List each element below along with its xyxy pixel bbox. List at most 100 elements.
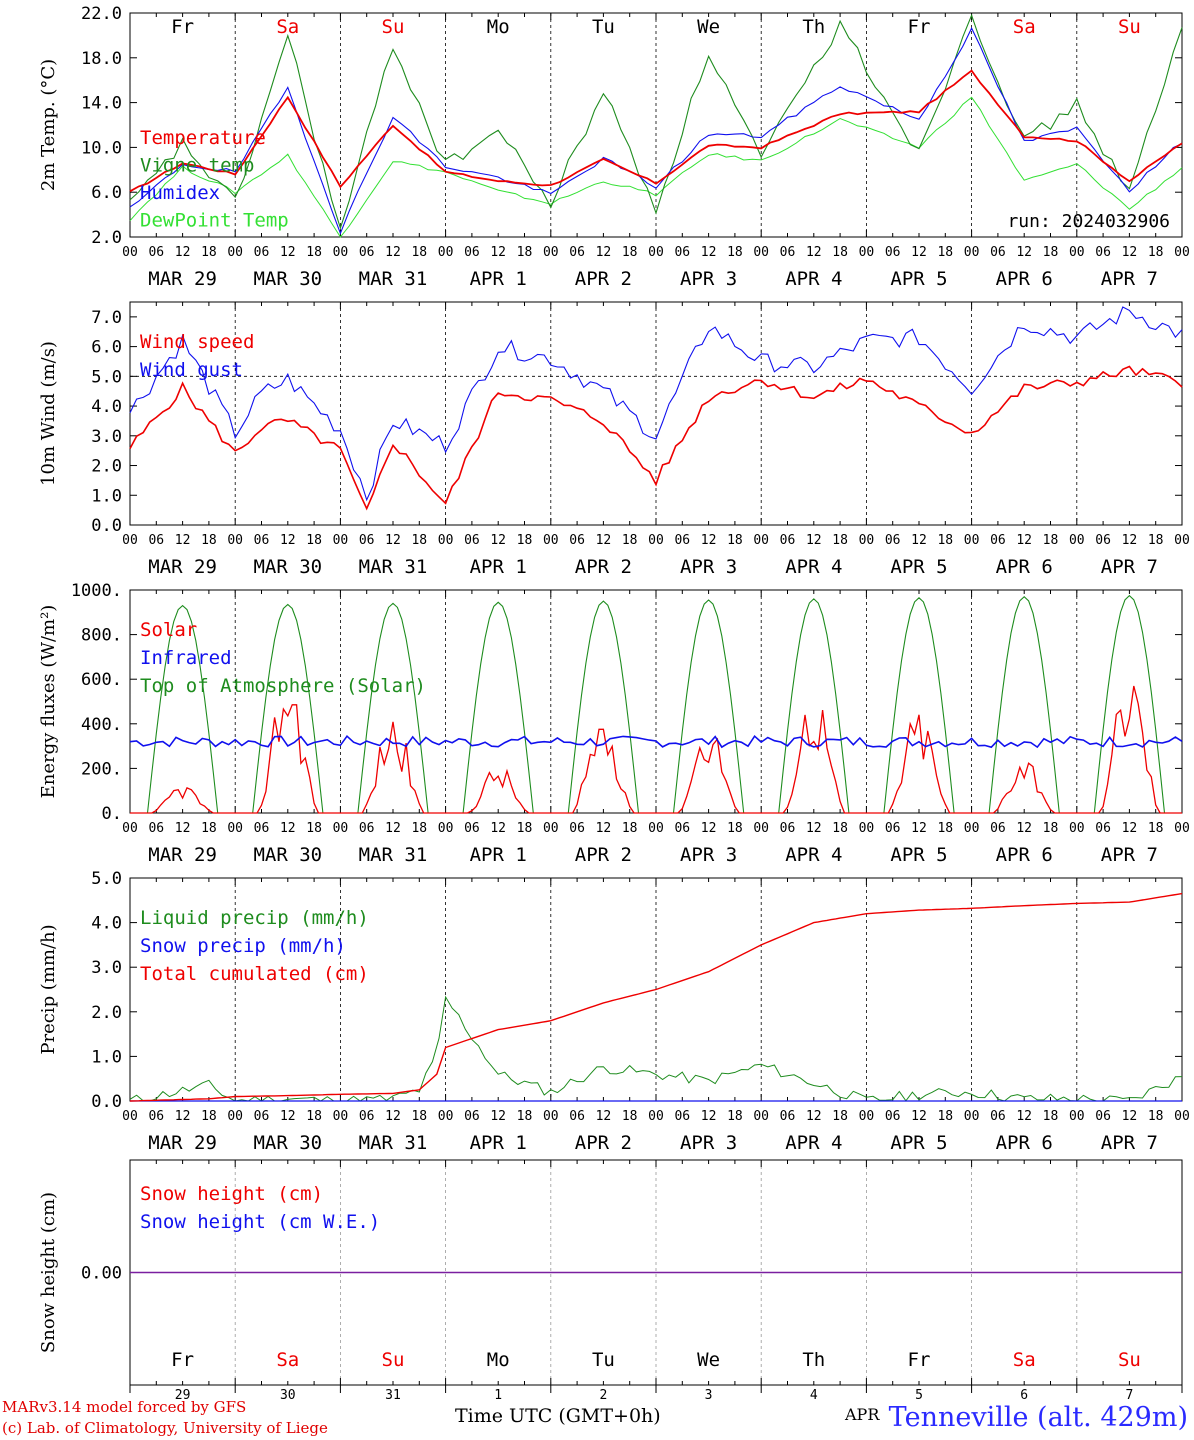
legend-entry: Humidex (140, 182, 220, 204)
y-tick-label: 0.00 (81, 1264, 122, 1284)
day-number: 29 (175, 1388, 191, 1400)
legend-entry: Solar (140, 619, 197, 641)
y-tick-label: 22.0 (81, 4, 122, 24)
date-label: APR 4 (785, 844, 842, 866)
hour-tick-label: 06 (674, 821, 690, 836)
hour-tick-label: 06 (148, 1109, 164, 1124)
hour-tick-label: 12 (911, 533, 927, 548)
day-name: Su (1118, 16, 1141, 38)
hour-tick-label: 06 (254, 533, 270, 548)
plot-frame (129, 301, 1183, 526)
hour-tick-label: 18 (832, 821, 848, 836)
date-label: APR 2 (575, 1132, 632, 1154)
hour-tick-label: 18 (1148, 1109, 1164, 1124)
hour-tick-label: 18 (1043, 821, 1059, 836)
y-axis-label: Snow height (cm) (38, 1192, 59, 1353)
y-axis-label: Energy fluxes (W/m²) (38, 605, 59, 799)
date-label: APR 6 (996, 844, 1053, 866)
series-total-cumulated (129, 892, 1183, 1102)
hour-tick-label: 06 (1095, 1109, 1111, 1124)
hour-tick-label: 18 (517, 245, 533, 260)
y-tick-label: 2.0 (91, 228, 122, 248)
hour-tick-label: 00 (1174, 1109, 1190, 1124)
hour-tick-label: 00 (859, 821, 875, 836)
hour-tick-label: 06 (464, 1109, 480, 1124)
hour-tick-label: 00 (648, 245, 664, 260)
hour-tick-label: 00 (227, 821, 243, 836)
hour-tick-label: 06 (885, 1109, 901, 1124)
legend-entry: Snow height (cm) (140, 1183, 323, 1205)
hour-tick-label: 06 (885, 245, 901, 260)
series-wind-gust (129, 306, 1183, 502)
hour-tick-label: 18 (1148, 821, 1164, 836)
hour-tick-label: 06 (990, 245, 1006, 260)
legend-entry: Liquid precip (mm/h) (140, 907, 369, 929)
hour-tick-label: 18 (622, 245, 638, 260)
hour-tick-label: 00 (1069, 533, 1085, 548)
day-name: Su (382, 16, 405, 38)
hour-tick-label: 12 (490, 1109, 506, 1124)
y-tick-label: 0.0 (91, 516, 122, 536)
hour-tick-label: 06 (254, 1109, 270, 1124)
date-label: APR 3 (680, 268, 737, 290)
hour-tick-label: 18 (727, 245, 743, 260)
hour-tick-label: 18 (306, 245, 322, 260)
hour-tick-label: 12 (701, 245, 717, 260)
y-tick-label: 5.0 (91, 869, 122, 889)
y-tick-label: 0.0 (91, 1092, 122, 1112)
series-infrared (129, 734, 1183, 749)
day-name: Fr (171, 1349, 194, 1371)
hour-tick-label: 12 (280, 821, 296, 836)
hour-tick-label: 00 (753, 245, 769, 260)
day-name: Sa (276, 16, 299, 38)
hour-tick-label: 12 (280, 245, 296, 260)
day-name: Sa (1013, 1349, 1036, 1371)
day-name: Su (1118, 1349, 1141, 1371)
hour-tick-label: 12 (385, 1109, 401, 1124)
day-number: 31 (385, 1388, 401, 1400)
date-label: APR 7 (1101, 1132, 1158, 1154)
day-name: Su (382, 1349, 405, 1371)
day-name: We (697, 1349, 720, 1371)
hour-tick-label: 06 (359, 821, 375, 836)
hour-tick-label: 12 (175, 245, 191, 260)
panel-3: 0.0 1.0 2.0 3.0 4.0 5.0 Precip (mm/h) 00 06 12 18 0… (38, 869, 1190, 1154)
hour-tick-label: 18 (1148, 533, 1164, 548)
y-tick-label: 1000. (71, 581, 122, 601)
day-name: Fr (908, 16, 931, 38)
date-label: APR 4 (785, 268, 842, 290)
hour-tick-label: 06 (254, 245, 270, 260)
y-tick-label: 2.0 (91, 1003, 122, 1023)
date-label: APR 7 (1101, 268, 1158, 290)
day-number: 1 (494, 1388, 502, 1400)
day-name: Th (802, 1349, 825, 1371)
hour-tick-label: 18 (727, 1109, 743, 1124)
hour-tick-label: 18 (1148, 245, 1164, 260)
y-tick-label: 600. (81, 670, 122, 690)
hour-tick-label: 00 (964, 245, 980, 260)
hour-tick-label: 00 (859, 1109, 875, 1124)
panel-4: 0.00 Snow height (cm) Snow height (cm) Snow… (38, 1159, 1183, 1400)
y-tick-label: 5.0 (91, 367, 122, 387)
date-label: APR 1 (470, 268, 527, 290)
hour-tick-label: 00 (543, 821, 559, 836)
hour-tick-label: 18 (937, 1109, 953, 1124)
hour-tick-label: 12 (175, 533, 191, 548)
day-name: Sa (276, 1349, 299, 1371)
date-label: APR 6 (996, 1132, 1053, 1154)
hour-tick-label: 12 (701, 1109, 717, 1124)
hour-tick-label: 12 (490, 821, 506, 836)
y-tick-label: 1.0 (91, 1047, 122, 1067)
hour-tick-label: 00 (333, 533, 349, 548)
hour-tick-label: 12 (1122, 245, 1138, 260)
hour-tick-label: 00 (964, 533, 980, 548)
hour-tick-label: 18 (937, 821, 953, 836)
hour-tick-label: 18 (622, 533, 638, 548)
hour-tick-label: 06 (569, 245, 585, 260)
date-label: MAR 29 (148, 844, 217, 866)
hour-tick-label: 06 (148, 821, 164, 836)
day-number: 5 (915, 1388, 923, 1400)
date-label: MAR 31 (359, 556, 428, 578)
time-axis-label: Time UTC (GMT+0h) (455, 1405, 661, 1427)
hour-tick-label: 12 (490, 533, 506, 548)
